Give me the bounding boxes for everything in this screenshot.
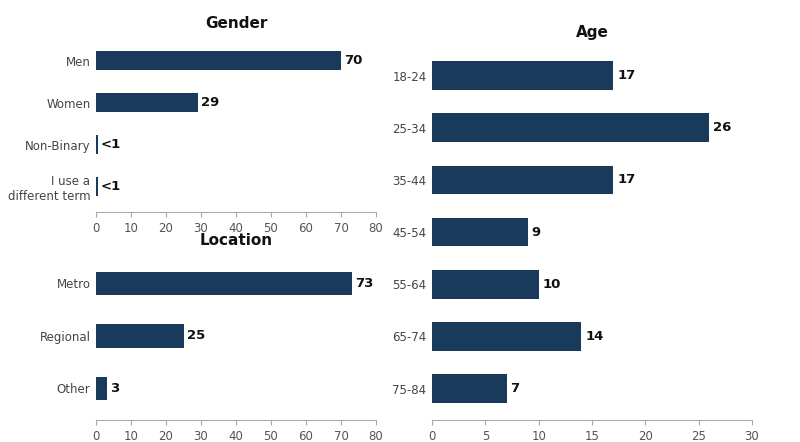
Text: 26: 26	[713, 121, 731, 134]
Bar	[96, 135, 98, 154]
Bar	[432, 113, 710, 142]
Text: 9: 9	[532, 225, 541, 239]
Text: 29: 29	[201, 96, 219, 109]
Bar	[432, 374, 506, 403]
Bar	[96, 51, 341, 70]
Title: Location: Location	[199, 233, 273, 248]
Bar	[96, 377, 106, 400]
Bar	[432, 165, 614, 194]
Text: <1: <1	[101, 180, 122, 194]
Bar	[432, 218, 528, 246]
Text: 17: 17	[617, 173, 635, 187]
Text: 70: 70	[344, 54, 362, 67]
Text: 7: 7	[510, 382, 520, 395]
Title: Age: Age	[575, 25, 609, 40]
Bar	[96, 93, 198, 112]
Bar	[432, 61, 614, 90]
Text: 10: 10	[542, 278, 561, 291]
Text: 3: 3	[110, 382, 119, 395]
Bar	[96, 272, 351, 295]
Bar	[96, 177, 98, 196]
Text: 25: 25	[187, 329, 205, 343]
Text: 73: 73	[355, 277, 374, 290]
Text: <1: <1	[101, 138, 122, 151]
Bar	[432, 322, 582, 351]
Text: 17: 17	[617, 69, 635, 82]
Bar	[96, 324, 183, 348]
Text: 14: 14	[585, 330, 603, 343]
Title: Gender: Gender	[205, 16, 267, 31]
Bar	[432, 270, 538, 299]
